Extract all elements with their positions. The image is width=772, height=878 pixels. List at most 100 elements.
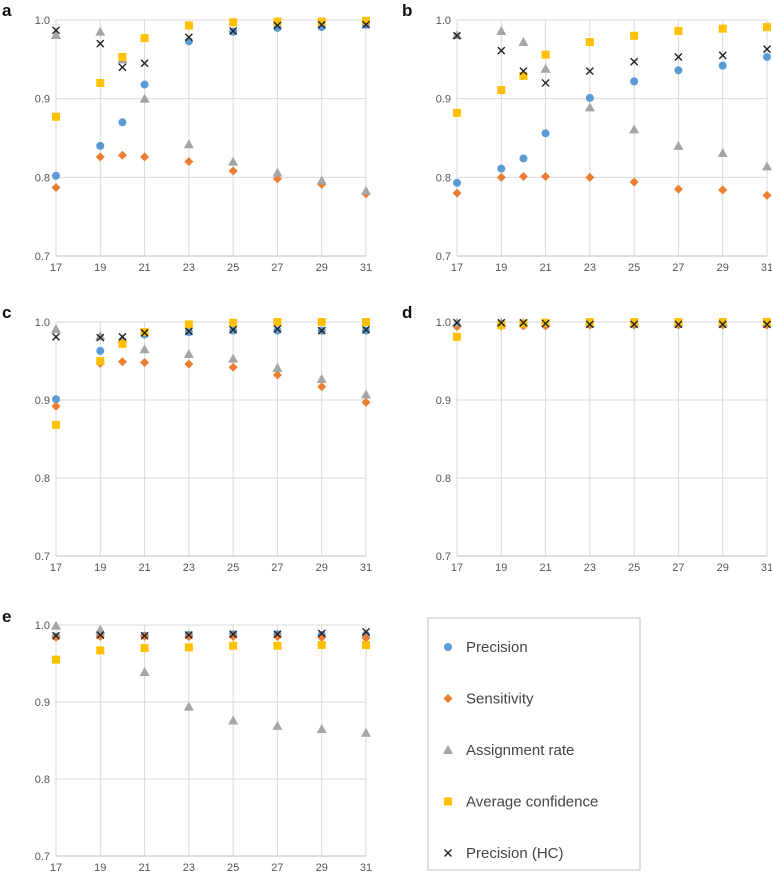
data-point-precision bbox=[519, 154, 528, 163]
data-point-precision_hc bbox=[630, 57, 639, 66]
data-point-confidence bbox=[273, 318, 282, 326]
x-tick-label: 29 bbox=[717, 262, 729, 274]
y-tick-label: 0.8 bbox=[436, 172, 451, 184]
data-point-assignment bbox=[95, 624, 106, 634]
x-tick-label: 25 bbox=[628, 562, 640, 574]
data-point-confidence bbox=[229, 318, 238, 327]
data-point-assignment bbox=[51, 29, 61, 39]
data-point-precision_hc bbox=[541, 319, 550, 328]
data-point-confidence bbox=[585, 38, 594, 47]
data-point-confidence bbox=[763, 318, 771, 326]
x-tick-label: 31 bbox=[761, 562, 772, 574]
data-point-sensitivity bbox=[117, 357, 127, 367]
data-point-sensitivity bbox=[228, 632, 238, 642]
data-point-confidence bbox=[541, 50, 550, 59]
x-tick-label: 29 bbox=[717, 562, 729, 574]
data-point-precision_hc bbox=[140, 328, 149, 337]
x-tick-label: 27 bbox=[672, 262, 684, 274]
data-point-sensitivity bbox=[51, 632, 61, 642]
data-point-confidence bbox=[229, 641, 238, 650]
series-precision_hc bbox=[453, 31, 771, 87]
chart-panel-c: c 0.7 0.8 0.9 1.0 17 19 21 23 25 27 29 31 bbox=[2, 303, 372, 574]
data-point-precision_hc bbox=[674, 52, 683, 61]
data-point-precision_hc bbox=[317, 326, 326, 335]
x-tick-label: 21 bbox=[138, 862, 150, 874]
x-tick-label: 21 bbox=[539, 562, 551, 574]
data-point-confidence bbox=[140, 34, 149, 43]
data-point-confidence bbox=[52, 655, 60, 664]
series-assignment bbox=[452, 26, 772, 171]
data-point-precision bbox=[184, 37, 193, 46]
data-point-confidence bbox=[317, 17, 326, 26]
data-point-assignment bbox=[361, 727, 371, 737]
x-tick-label: 17 bbox=[451, 562, 463, 574]
x-tick-label: 29 bbox=[316, 862, 328, 874]
data-point-sensitivity bbox=[95, 632, 105, 642]
legend-label-sensitivity: Sensitivity bbox=[466, 691, 534, 708]
x-tick-label: 29 bbox=[316, 262, 328, 274]
data-point-precision_hc bbox=[118, 332, 127, 341]
data-point-precision_hc bbox=[229, 325, 238, 334]
data-point-confidence bbox=[118, 52, 127, 61]
data-point-confidence bbox=[674, 27, 683, 36]
series-assignment bbox=[51, 620, 371, 737]
data-point-precision bbox=[96, 346, 105, 355]
x-tick-label: 19 bbox=[94, 262, 106, 274]
data-point-precision_hc bbox=[96, 39, 105, 48]
y-tick-label: 1.0 bbox=[35, 317, 50, 329]
data-point-confidence bbox=[118, 339, 127, 348]
data-point-precision_hc bbox=[497, 46, 506, 55]
data-point-confidence bbox=[362, 318, 370, 326]
data-point-confidence bbox=[519, 71, 528, 80]
data-point-confidence bbox=[184, 320, 193, 329]
legend-marker-precision bbox=[444, 643, 452, 651]
y-tick-label: 0.7 bbox=[35, 851, 50, 863]
legend-marker-precision_hc bbox=[444, 849, 452, 857]
series-precision_hc bbox=[52, 20, 370, 72]
data-point-precision_hc bbox=[273, 325, 282, 334]
data-point-precision_hc bbox=[362, 325, 370, 334]
data-point-confidence bbox=[763, 23, 771, 32]
data-point-precision bbox=[674, 66, 683, 75]
x-tick-label: 23 bbox=[183, 262, 195, 274]
y-tick-label: 0.7 bbox=[35, 251, 50, 263]
data-point-confidence bbox=[630, 318, 639, 326]
y-tick-label: 1.0 bbox=[436, 15, 451, 27]
data-point-assignment bbox=[629, 124, 640, 134]
data-point-assignment bbox=[518, 37, 529, 47]
data-point-precision_hc bbox=[317, 629, 326, 638]
data-point-precision_hc bbox=[362, 627, 370, 636]
x-tick-label: 21 bbox=[138, 562, 150, 574]
data-point-precision_hc bbox=[453, 31, 461, 40]
data-point-precision_hc bbox=[96, 333, 105, 342]
data-point-sensitivity bbox=[272, 632, 282, 642]
data-point-assignment bbox=[452, 29, 462, 39]
data-point-sensitivity bbox=[184, 359, 194, 369]
panel-label-a: a bbox=[2, 1, 12, 20]
series-confidence bbox=[52, 16, 370, 121]
data-point-assignment bbox=[762, 161, 772, 171]
data-point-confidence bbox=[674, 318, 683, 326]
chart-panel-b: b 0.7 0.8 0.9 1.0 17 19 21 23 25 27 29 31 bbox=[402, 1, 772, 274]
data-point-assignment bbox=[139, 93, 150, 103]
data-point-assignment bbox=[183, 348, 194, 358]
data-point-assignment bbox=[228, 715, 239, 725]
legend-marker-assignment bbox=[443, 745, 453, 754]
data-point-sensitivity bbox=[95, 152, 105, 162]
data-point-assignment bbox=[316, 723, 327, 733]
data-point-precision bbox=[52, 171, 60, 180]
data-point-precision bbox=[453, 178, 461, 187]
data-point-sensitivity bbox=[140, 358, 150, 368]
data-point-sensitivity bbox=[184, 632, 194, 642]
x-tick-label: 23 bbox=[183, 862, 195, 874]
y-tick-label: 0.9 bbox=[436, 395, 451, 407]
y-tick-label: 0.7 bbox=[436, 551, 451, 563]
series-assignment bbox=[51, 26, 371, 195]
data-point-precision bbox=[718, 61, 727, 70]
data-point-confidence bbox=[497, 86, 506, 95]
data-point-sensitivity bbox=[361, 397, 371, 407]
data-point-precision_hc bbox=[52, 332, 60, 341]
data-point-confidence bbox=[362, 641, 370, 650]
legend-label-precision_hc: Precision (HC) bbox=[466, 845, 564, 862]
y-tick-label: 0.8 bbox=[35, 473, 50, 485]
